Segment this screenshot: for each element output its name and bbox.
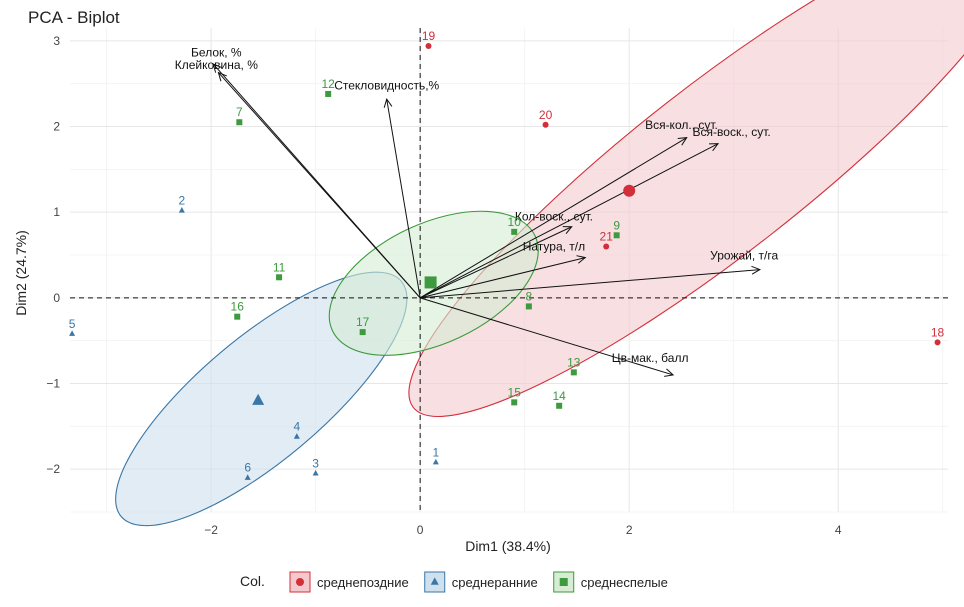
- variable-arrows: Белок, %Клейковина, % Стекловидность,% Вся…: [175, 45, 778, 377]
- point-label: 6: [244, 461, 251, 475]
- y-tick-label: 0: [53, 291, 60, 305]
- point-label: 13: [567, 355, 581, 369]
- data-point: [542, 121, 549, 128]
- data-point: [934, 339, 941, 346]
- group-centroid: [623, 184, 636, 197]
- point-label: 20: [539, 108, 553, 122]
- legend-label: среднепоздние: [317, 575, 409, 590]
- arrow-head: [217, 71, 227, 82]
- confidence-ellipse: [408, 0, 964, 418]
- legend-label: среднеранние: [452, 575, 538, 590]
- y-tick-label: 2: [53, 120, 60, 134]
- data-point: [613, 232, 620, 239]
- group-centroid: [424, 276, 437, 289]
- arrow-label: Урожай, т/га: [710, 248, 778, 262]
- arrow-head: [709, 143, 720, 152]
- point-label: 12: [321, 77, 335, 91]
- y-tick-label: −1: [46, 377, 60, 391]
- zero-reference-lines: [70, 28, 948, 512]
- point-label: 3: [312, 456, 319, 470]
- point-label: 19: [422, 29, 436, 43]
- data-point: [236, 119, 243, 126]
- data-point: [425, 42, 432, 49]
- data-point: [511, 228, 518, 235]
- arrow-head: [664, 368, 675, 377]
- group-centroid: [252, 393, 265, 405]
- arrow-label: Цв-мак., балл: [612, 351, 689, 365]
- y-tick-label: 3: [53, 34, 60, 48]
- data-point: [511, 399, 518, 406]
- legend-title: Col.: [240, 573, 265, 589]
- arrow-line: [420, 257, 586, 299]
- x-tick-label: 0: [417, 523, 424, 537]
- legend-label: среднеспелые: [581, 575, 668, 590]
- x-tick-label: 4: [835, 523, 842, 537]
- point-label: 15: [508, 385, 522, 399]
- point-label: 8: [526, 289, 533, 303]
- arrow-head: [212, 63, 222, 73]
- legend-marker: [430, 577, 439, 585]
- data-point: [69, 330, 76, 336]
- arrow-label: Натура, т/л: [523, 240, 585, 254]
- arrow-label: Клейковина, %: [175, 58, 258, 72]
- arrow-label: Вся-воск., сут.: [693, 125, 771, 139]
- point-label: 11: [273, 260, 286, 274]
- data-point: [570, 369, 577, 376]
- legend-marker: [296, 578, 304, 586]
- arrow-line: [419, 226, 572, 299]
- data-point: [276, 274, 283, 281]
- arrow-line: [212, 63, 421, 299]
- point-label: 7: [236, 105, 243, 119]
- arrow-label: Белок, %: [191, 45, 242, 59]
- x-tick-label: 2: [626, 523, 633, 537]
- y-axis-label: Dim2 (24.7%): [13, 230, 29, 316]
- data-point: [178, 207, 185, 213]
- point-label: 1: [432, 445, 439, 459]
- arrow-line: [420, 297, 674, 376]
- y-tick-label: −2: [46, 462, 60, 476]
- data-point: [234, 313, 241, 320]
- point-label: 5: [69, 317, 76, 331]
- data-point: [525, 303, 532, 310]
- arrow-line: [420, 269, 760, 299]
- arrow-label: Кол-воск., сут.: [515, 210, 593, 224]
- arrow-line: [419, 137, 687, 299]
- y-tick-label: 1: [53, 205, 60, 219]
- point-label: 16: [231, 300, 245, 314]
- legend-marker: [559, 578, 568, 586]
- chart-title: PCA - Biplot: [28, 8, 120, 27]
- legend: Col. среднепоздние среднеранние среднеспел…: [240, 571, 668, 593]
- point-label: 17: [356, 315, 370, 329]
- x-tick-label: −2: [204, 523, 218, 537]
- point-label: 14: [552, 389, 566, 403]
- point-label: 21: [600, 229, 614, 243]
- arrow-label: Стекловидность,%: [334, 79, 439, 93]
- arrow-line: [386, 99, 421, 298]
- data-point: [325, 90, 332, 97]
- point-label: 18: [931, 325, 945, 339]
- x-axis-label: Dim1 (38.4%): [465, 538, 551, 554]
- arrow-line: [419, 143, 719, 299]
- point-label: 2: [178, 193, 185, 207]
- data-point: [312, 470, 319, 476]
- arrow-head: [751, 265, 762, 275]
- arrow-head: [677, 137, 688, 146]
- point-label: 9: [613, 218, 620, 232]
- arrow-head: [562, 226, 573, 235]
- data-point: [244, 474, 251, 480]
- point-label: 10: [508, 215, 522, 229]
- data-point: [432, 458, 439, 465]
- data-point: [359, 329, 366, 336]
- data-point: [293, 433, 300, 439]
- point-label: 4: [293, 420, 300, 434]
- arrow-head: [383, 97, 393, 108]
- arrow-head: [576, 255, 587, 264]
- data-point: [603, 243, 610, 250]
- arrow-label: Вся-кол., сут.: [645, 118, 718, 132]
- data-point: [556, 402, 563, 409]
